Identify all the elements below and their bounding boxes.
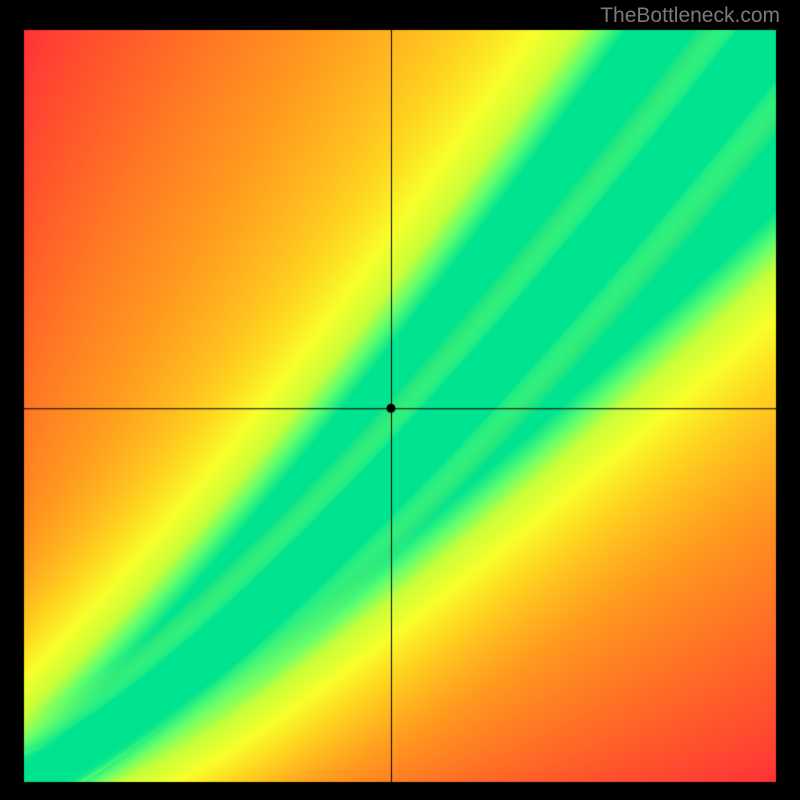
bottleneck-heatmap bbox=[0, 0, 800, 800]
chart-container: TheBottleneck.com bbox=[0, 0, 800, 800]
watermark-label: TheBottleneck.com bbox=[600, 4, 780, 28]
